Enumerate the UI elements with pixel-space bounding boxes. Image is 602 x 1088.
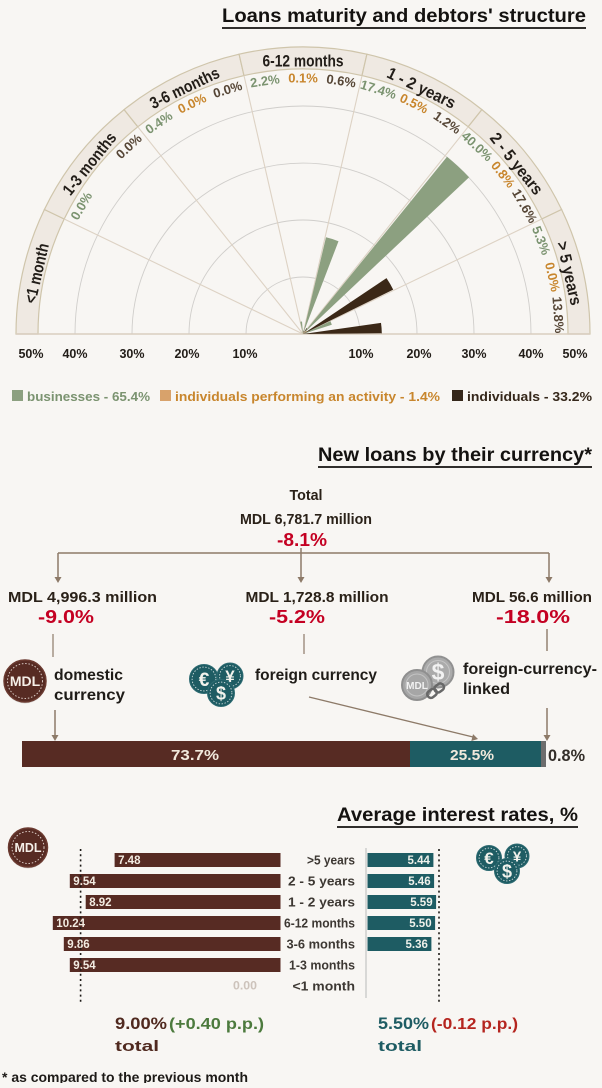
svg-text:3-6 months: 3-6 months bbox=[287, 937, 356, 952]
svg-text:20%: 20% bbox=[406, 347, 431, 361]
svg-text:¥: ¥ bbox=[225, 667, 235, 686]
svg-text:individuals performing an acti: individuals performing an activity - 1.4… bbox=[175, 389, 440, 404]
svg-text:10.24: 10.24 bbox=[56, 918, 85, 930]
svg-text:0.1%: 0.1% bbox=[288, 71, 318, 86]
svg-text:foreign currency: foreign currency bbox=[255, 667, 377, 684]
svg-text:€: € bbox=[199, 670, 210, 691]
svg-text:6-12 months: 6-12 months bbox=[263, 53, 344, 71]
svg-text:domestic: domestic bbox=[54, 667, 123, 684]
svg-text:MDL: MDL bbox=[406, 681, 428, 692]
svg-text:-8.1%: -8.1% bbox=[277, 530, 327, 550]
svg-text:0.00: 0.00 bbox=[233, 981, 257, 993]
svg-text:$: $ bbox=[432, 659, 445, 685]
svg-text:9.00%: 9.00% bbox=[115, 1015, 167, 1033]
svg-text:Loans maturity and debtors' st: Loans maturity and debtors' structure bbox=[222, 6, 586, 27]
svg-text:MDL 1,728.8 million: MDL 1,728.8 million bbox=[246, 589, 389, 606]
svg-text:5.36: 5.36 bbox=[406, 939, 428, 951]
svg-text:MDL 56.6 million: MDL 56.6 million bbox=[472, 589, 592, 606]
svg-text:5.50: 5.50 bbox=[409, 918, 431, 930]
svg-text:Average interest rates, %: Average interest rates, % bbox=[337, 805, 578, 826]
svg-text:* as compared to the previous: * as compared to the previous month bbox=[2, 1069, 248, 1083]
svg-text:-9.0%: -9.0% bbox=[38, 607, 94, 627]
svg-text:(+0.40 p.p.): (+0.40 p.p.) bbox=[169, 1016, 264, 1033]
svg-text:9.54: 9.54 bbox=[73, 960, 96, 972]
svg-text:total: total bbox=[115, 1038, 159, 1055]
svg-text:0.6%: 0.6% bbox=[325, 71, 357, 90]
svg-text:<1 month: <1 month bbox=[293, 979, 356, 994]
svg-text:(-0.12 p.p.): (-0.12 p.p.) bbox=[431, 1016, 518, 1033]
svg-text:foreign-currency-: foreign-currency- bbox=[463, 661, 597, 678]
svg-text:MDL: MDL bbox=[14, 841, 41, 855]
svg-text:30%: 30% bbox=[461, 347, 486, 361]
svg-text:MDL 4,996.3 million: MDL 4,996.3 million bbox=[8, 589, 157, 606]
svg-text:30%: 30% bbox=[119, 347, 144, 361]
svg-text:€: € bbox=[484, 849, 494, 868]
svg-text:9.54: 9.54 bbox=[73, 876, 96, 888]
svg-text:0.0%: 0.0% bbox=[542, 261, 563, 294]
svg-text:businesses - 65.4%: businesses - 65.4% bbox=[27, 389, 150, 404]
svg-text:9.86: 9.86 bbox=[67, 939, 89, 951]
svg-text:8.92: 8.92 bbox=[89, 897, 111, 909]
svg-text:40%: 40% bbox=[518, 347, 543, 361]
svg-text:currency: currency bbox=[54, 687, 125, 704]
svg-text:1 - 2 years: 1 - 2 years bbox=[288, 895, 355, 910]
svg-text:20%: 20% bbox=[174, 347, 199, 361]
svg-text:6-12 months: 6-12 months bbox=[284, 916, 355, 931]
svg-text:0.8%: 0.8% bbox=[548, 746, 585, 765]
svg-text:5.59: 5.59 bbox=[410, 897, 432, 909]
svg-text:13.8%: 13.8% bbox=[549, 296, 567, 334]
svg-text:10%: 10% bbox=[348, 347, 373, 361]
svg-text:2 - 5 years: 2 - 5 years bbox=[288, 874, 355, 889]
svg-text:-5.2%: -5.2% bbox=[269, 607, 325, 627]
svg-text:5.50%: 5.50% bbox=[378, 1015, 429, 1033]
svg-text:$: $ bbox=[502, 861, 512, 881]
svg-text:individuals - 33.2%: individuals - 33.2% bbox=[467, 389, 592, 404]
svg-text:MDL: MDL bbox=[10, 673, 41, 689]
svg-text:7.48: 7.48 bbox=[118, 855, 141, 867]
svg-text:MDL 6,781.7 million: MDL 6,781.7 million bbox=[240, 511, 372, 528]
svg-text:¥: ¥ bbox=[513, 848, 522, 865]
svg-text:50%: 50% bbox=[18, 347, 43, 361]
svg-text:50%: 50% bbox=[562, 347, 587, 361]
svg-text:25.5%: 25.5% bbox=[450, 748, 494, 764]
svg-text:linked: linked bbox=[463, 681, 510, 698]
svg-text:-18.0%: -18.0% bbox=[496, 607, 570, 627]
svg-text:New loans by their currency*: New loans by their currency* bbox=[318, 445, 593, 466]
svg-text:10%: 10% bbox=[232, 347, 257, 361]
svg-text:5.46: 5.46 bbox=[408, 876, 430, 888]
svg-text:Total: Total bbox=[290, 487, 323, 504]
svg-text:>5 years: >5 years bbox=[307, 853, 355, 868]
svg-text:total: total bbox=[378, 1038, 422, 1055]
svg-text:73.7%: 73.7% bbox=[171, 748, 219, 764]
svg-text:2.2%: 2.2% bbox=[249, 71, 281, 90]
svg-text:$: $ bbox=[216, 683, 226, 703]
svg-text:5.44: 5.44 bbox=[408, 855, 431, 867]
svg-text:40%: 40% bbox=[62, 347, 87, 361]
svg-text:1-3 months: 1-3 months bbox=[289, 958, 355, 973]
